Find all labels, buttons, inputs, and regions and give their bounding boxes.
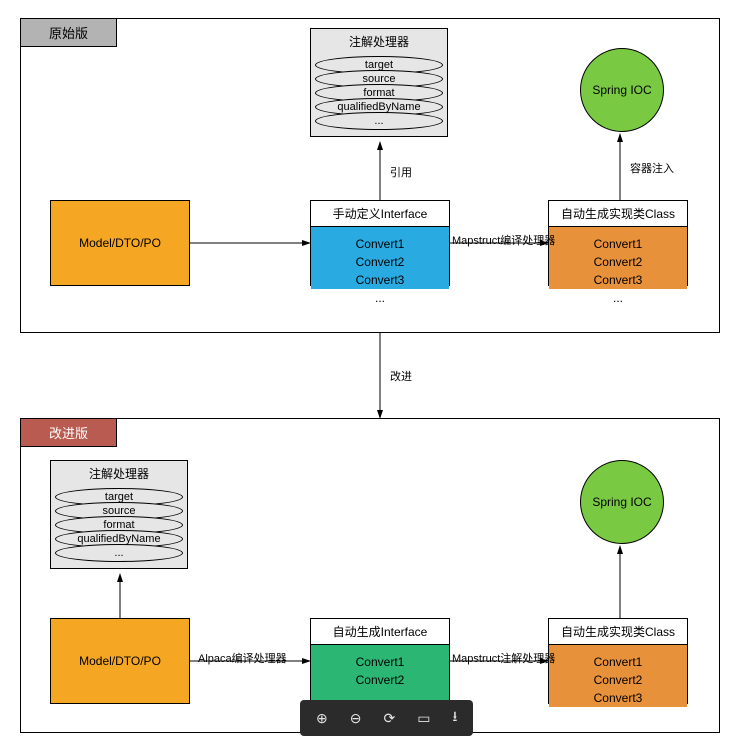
node-top_class-body: Convert1Convert2Convert3... <box>549 227 687 289</box>
node-top_class: 自动生成实现类ClassConvert1Convert2Convert3... <box>548 200 688 286</box>
zoom-out-icon[interactable]: ⊖ <box>350 710 362 727</box>
node-bot_annot-stack: targetsourceformatqualifiedByName... <box>51 486 187 568</box>
node-top_iface-body: Convert1Convert2Convert3... <box>311 227 449 289</box>
node-top_model: Model/DTO/PO <box>50 200 190 286</box>
node-bot_annot-title: 注解处理器 <box>51 461 187 486</box>
rotate-icon[interactable]: ⟳ <box>383 710 395 727</box>
zoom-in-icon[interactable]: ⊕ <box>316 710 328 727</box>
node-top_iface-header: 手动定义Interface <box>311 201 449 227</box>
node-bot_iface-body: Convert1Convert2 <box>311 645 449 707</box>
node-bot_class-body: Convert1Convert2Convert3 <box>549 645 687 707</box>
edge-label-5: Alpaca编译处理器 <box>198 650 287 666</box>
annot-item: ... <box>55 544 183 562</box>
edge-label-3: 容器注入 <box>630 160 674 176</box>
panel-original-title: 原始版 <box>20 18 117 47</box>
node-top_iface: 手动定义InterfaceConvert1Convert2Convert3... <box>310 200 450 286</box>
download-icon[interactable]: ⭳ <box>452 706 457 730</box>
panel-improved-title: 改进版 <box>20 418 117 447</box>
node-top_annot-stack: targetsourceformatqualifiedByName... <box>311 54 447 136</box>
edge-label-2: Mapstruct编译处理器 <box>452 232 555 248</box>
node-bot_disc: Spring IOC <box>580 460 664 544</box>
edge-label-4: 改进 <box>390 368 412 384</box>
node-top_class-header: 自动生成实现类Class <box>549 201 687 227</box>
fit-icon[interactable]: ▭ <box>417 710 430 727</box>
node-bot_iface: 自动生成InterfaceConvert1Convert2 <box>310 618 450 704</box>
node-bot_model: Model/DTO/PO <box>50 618 190 704</box>
edge-label-1: 引用 <box>390 164 412 180</box>
annot-item: ... <box>315 112 443 130</box>
node-top_annot: 注解处理器targetsourceformatqualifiedByName..… <box>310 28 448 137</box>
node-bot_iface-header: 自动生成Interface <box>311 619 449 645</box>
node-top_disc: Spring IOC <box>580 48 664 132</box>
node-bot_annot: 注解处理器targetsourceformatqualifiedByName..… <box>50 460 188 569</box>
image-toolbar: ⊕ ⊖ ⟳ ▭ ⭳ <box>300 700 473 736</box>
node-bot_class-header: 自动生成实现类Class <box>549 619 687 645</box>
node-top_annot-title: 注解处理器 <box>311 29 447 54</box>
edge-label-7: Mapstruct注解处理器 <box>452 650 555 666</box>
node-bot_class: 自动生成实现类ClassConvert1Convert2Convert3 <box>548 618 688 704</box>
